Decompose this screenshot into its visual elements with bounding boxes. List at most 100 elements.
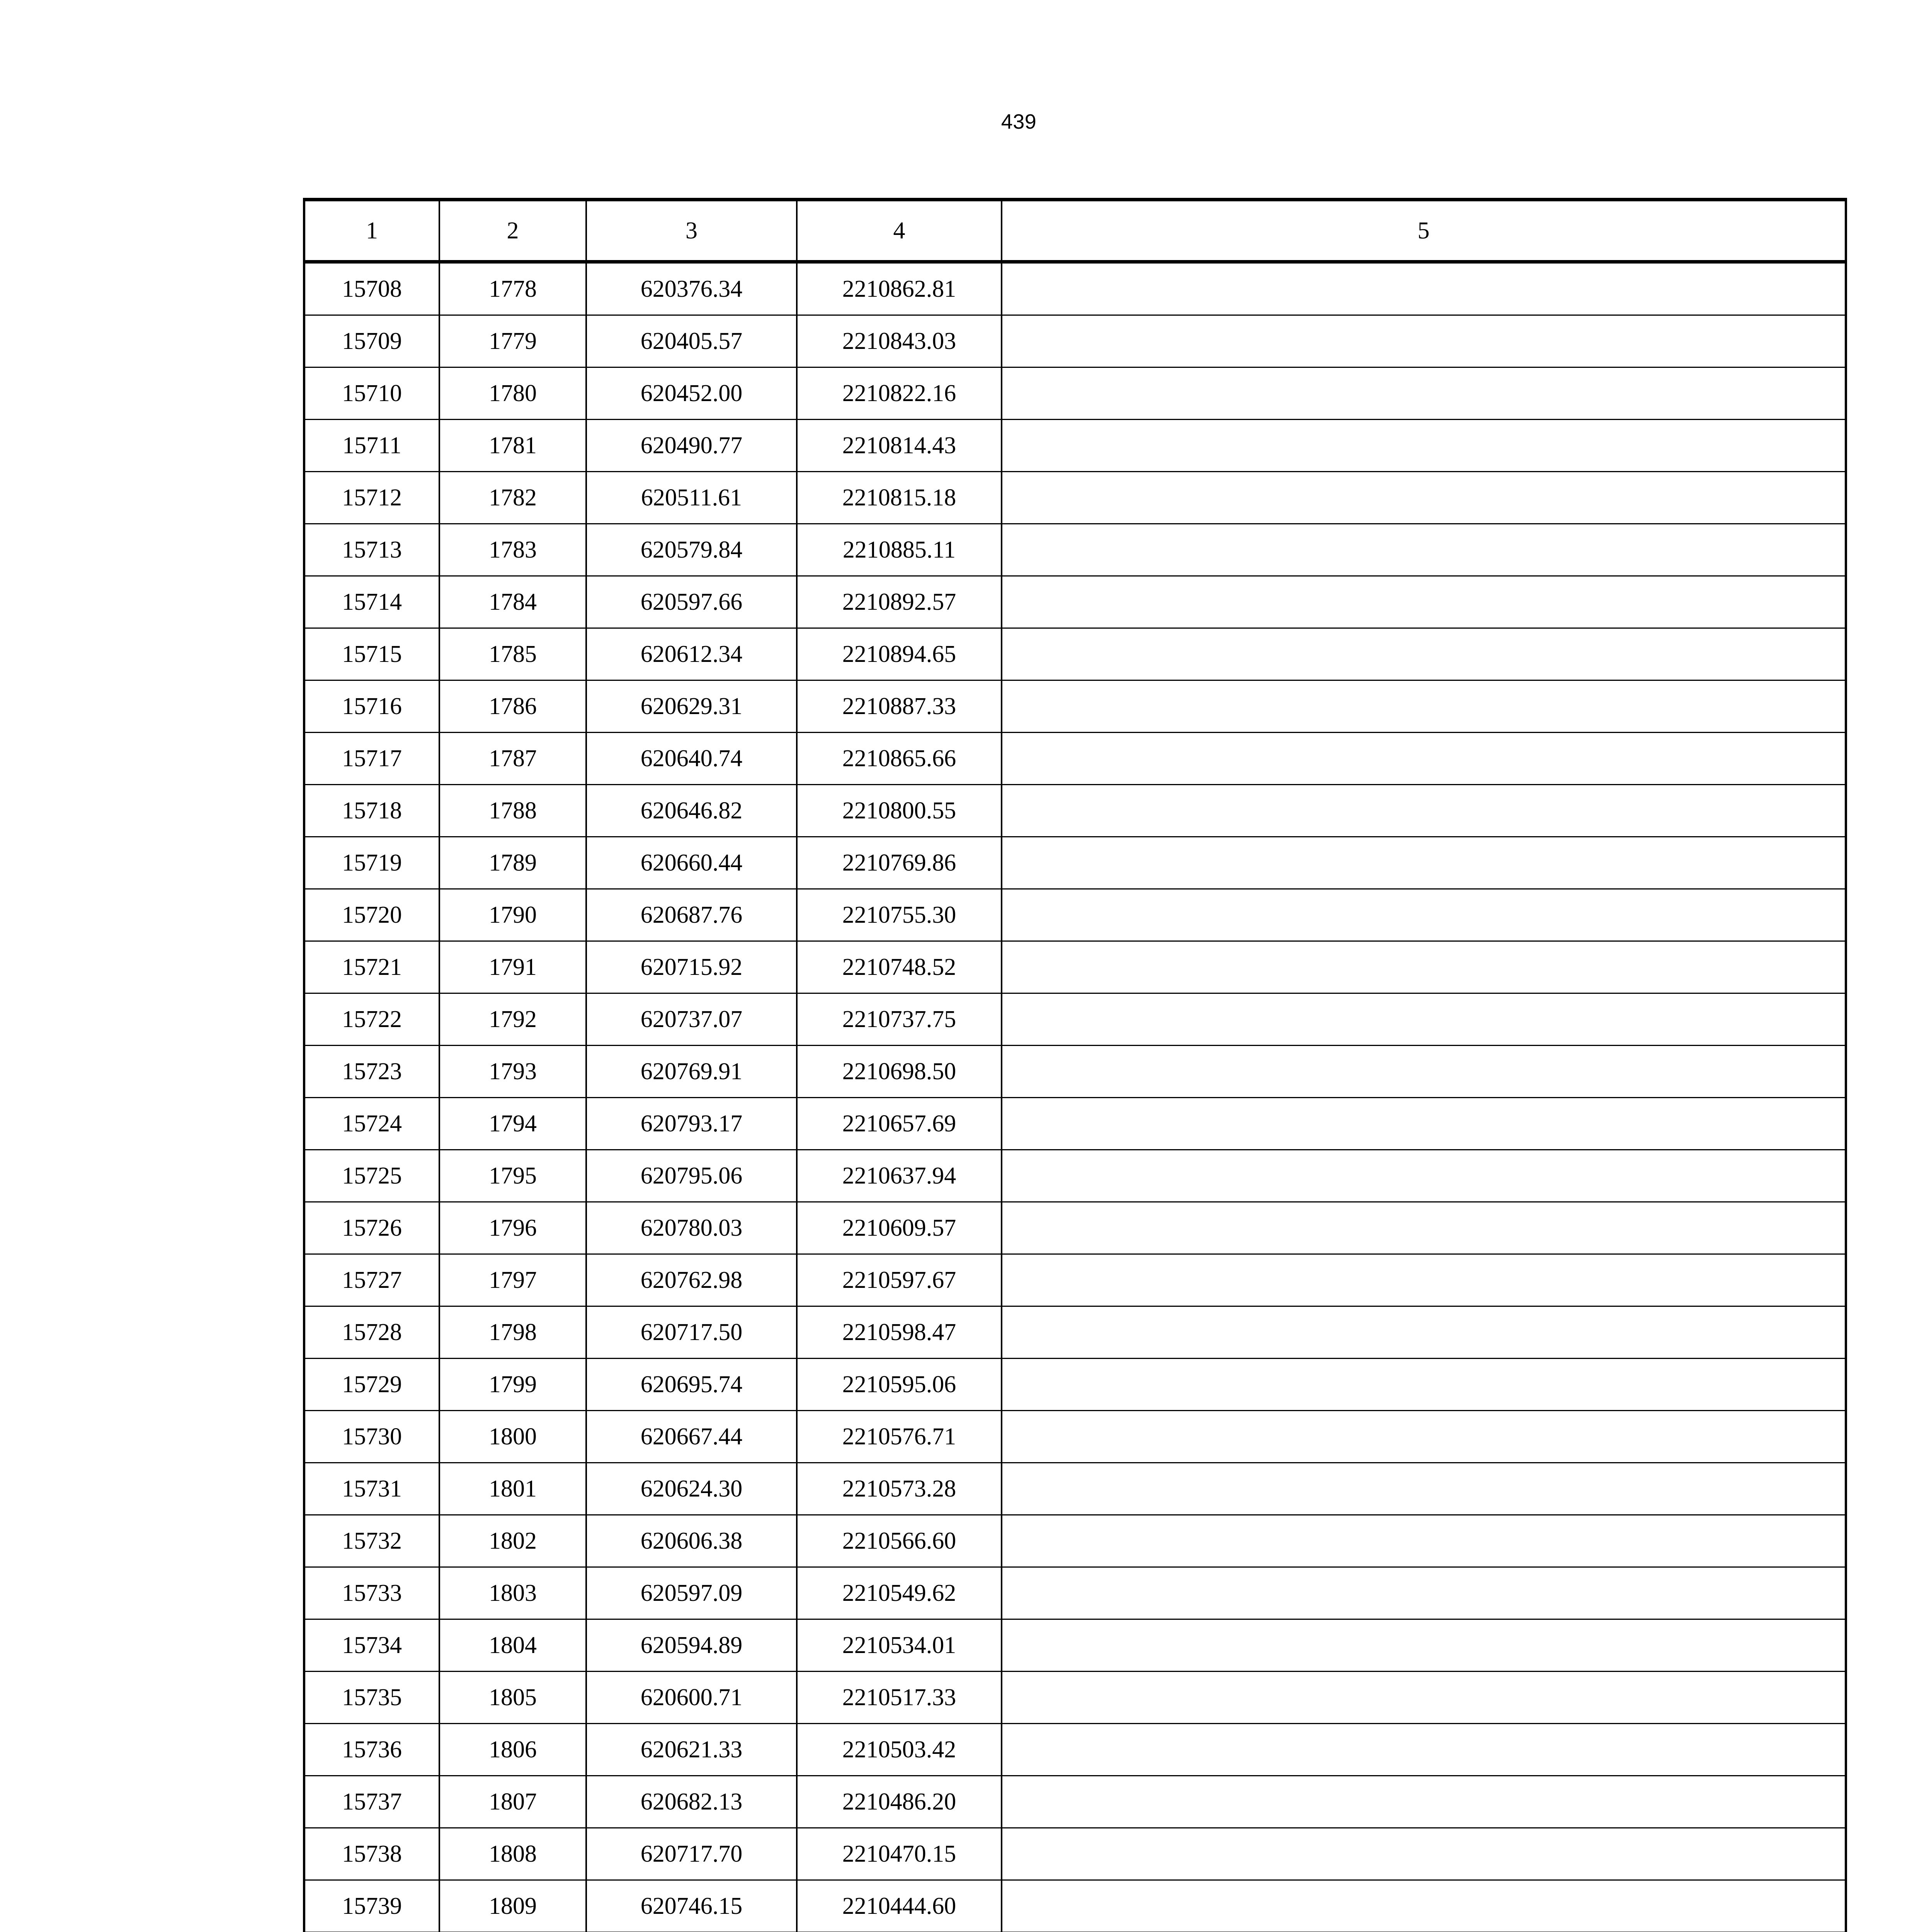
cell-index: 15719 [303,836,440,889]
cell-note [1001,1097,1847,1150]
cell-y-coordinate: 2210887.33 [796,680,1002,733]
cell-x-coordinate: 620640.74 [585,732,798,785]
cell-note [1001,888,1847,942]
cell-point-number: 1808 [439,1827,587,1881]
table-header-row: 1 2 3 4 5 [303,198,1847,264]
column-header-2: 2 [439,198,587,264]
cell-y-coordinate: 2210814.43 [796,419,1002,472]
cell-point-number: 1809 [439,1879,587,1932]
table-row: 15734 1804 620594.89 2210534.01 [303,1619,1847,1672]
cell-y-coordinate: 2210549.62 [796,1566,1002,1620]
cell-x-coordinate: 620629.31 [585,680,798,733]
cell-y-coordinate: 2210470.15 [796,1827,1002,1881]
cell-index: 15737 [303,1775,440,1828]
cell-index: 15711 [303,419,440,472]
cell-x-coordinate: 620682.13 [585,1775,798,1828]
table-row: 15712 1782 620511.61 2210815.18 [303,471,1847,524]
cell-point-number: 1790 [439,888,587,942]
cell-x-coordinate: 620717.50 [585,1306,798,1359]
table-row: 15714 1784 620597.66 2210892.57 [303,575,1847,629]
cell-index: 15720 [303,888,440,942]
cell-x-coordinate: 620600.71 [585,1671,798,1724]
cell-index: 15732 [303,1514,440,1568]
cell-x-coordinate: 620490.77 [585,419,798,472]
cell-y-coordinate: 2210755.30 [796,888,1002,942]
cell-index: 15735 [303,1671,440,1724]
cell-point-number: 1796 [439,1201,587,1255]
table-row: 15715 1785 620612.34 2210894.65 [303,628,1847,681]
cell-x-coordinate: 620376.34 [585,261,798,316]
cell-y-coordinate: 2210862.81 [796,261,1002,316]
cell-index: 15733 [303,1566,440,1620]
table-row: 15736 1806 620621.33 2210503.42 [303,1723,1847,1776]
cell-y-coordinate: 2210609.57 [796,1201,1002,1255]
cell-index: 15726 [303,1201,440,1255]
table-row: 15722 1792 620737.07 2210737.75 [303,993,1847,1046]
cell-note [1001,1306,1847,1359]
table-row: 15717 1787 620640.74 2210865.66 [303,732,1847,785]
cell-y-coordinate: 2210534.01 [796,1619,1002,1672]
cell-point-number: 1778 [439,261,587,316]
cell-note [1001,1566,1847,1620]
table-row: 15726 1796 620780.03 2210609.57 [303,1201,1847,1255]
cell-x-coordinate: 620737.07 [585,993,798,1046]
table-row: 15727 1797 620762.98 2210597.67 [303,1253,1847,1307]
cell-x-coordinate: 620621.33 [585,1723,798,1776]
cell-x-coordinate: 620646.82 [585,784,798,837]
table-row: 15721 1791 620715.92 2210748.52 [303,940,1847,994]
cell-note [1001,784,1847,837]
cell-note [1001,575,1847,629]
cell-note [1001,471,1847,524]
table-row: 15725 1795 620795.06 2210637.94 [303,1149,1847,1202]
page-number: 439 [1001,110,1037,133]
cell-index: 15729 [303,1358,440,1411]
table-row: 15710 1780 620452.00 2210822.16 [303,367,1847,420]
cell-index: 15739 [303,1879,440,1932]
cell-x-coordinate: 620405.57 [585,315,798,368]
column-header-3: 3 [585,198,798,264]
cell-point-number: 1785 [439,628,587,681]
cell-note [1001,315,1847,368]
cell-point-number: 1799 [439,1358,587,1411]
cell-point-number: 1793 [439,1045,587,1098]
cell-note [1001,1358,1847,1411]
cell-note [1001,1671,1847,1724]
cell-note [1001,1879,1847,1932]
cell-point-number: 1798 [439,1306,587,1359]
table-row: 15711 1781 620490.77 2210814.43 [303,419,1847,472]
cell-x-coordinate: 620579.84 [585,523,798,577]
table-row: 15723 1793 620769.91 2210698.50 [303,1045,1847,1098]
cell-point-number: 1795 [439,1149,587,1202]
cell-x-coordinate: 620793.17 [585,1097,798,1150]
cell-point-number: 1786 [439,680,587,733]
cell-index: 15727 [303,1253,440,1307]
cell-x-coordinate: 620624.30 [585,1462,798,1515]
table-row: 15729 1799 620695.74 2210595.06 [303,1358,1847,1411]
cell-note [1001,940,1847,994]
cell-x-coordinate: 620769.91 [585,1045,798,1098]
cell-note [1001,680,1847,733]
cell-y-coordinate: 2210885.11 [796,523,1002,577]
cell-note [1001,1253,1847,1307]
cell-index: 15731 [303,1462,440,1515]
cell-y-coordinate: 2210597.67 [796,1253,1002,1307]
cell-index: 15709 [303,315,440,368]
cell-index: 15713 [303,523,440,577]
table-row: 15733 1803 620597.09 2210549.62 [303,1566,1847,1620]
cell-x-coordinate: 620780.03 [585,1201,798,1255]
table-row: 15731 1801 620624.30 2210573.28 [303,1462,1847,1515]
cell-point-number: 1802 [439,1514,587,1568]
cell-x-coordinate: 620597.09 [585,1566,798,1620]
cell-y-coordinate: 2210566.60 [796,1514,1002,1568]
cell-note [1001,1201,1847,1255]
cell-index: 15716 [303,680,440,733]
cell-x-coordinate: 620594.89 [585,1619,798,1672]
table-row: 15708 1778 620376.34 2210862.81 [303,261,1847,316]
cell-note [1001,993,1847,1046]
cell-y-coordinate: 2210444.60 [796,1879,1002,1932]
cell-y-coordinate: 2210573.28 [796,1462,1002,1515]
cell-y-coordinate: 2210595.06 [796,1358,1002,1411]
cell-note [1001,836,1847,889]
cell-index: 15715 [303,628,440,681]
cell-y-coordinate: 2210503.42 [796,1723,1002,1776]
